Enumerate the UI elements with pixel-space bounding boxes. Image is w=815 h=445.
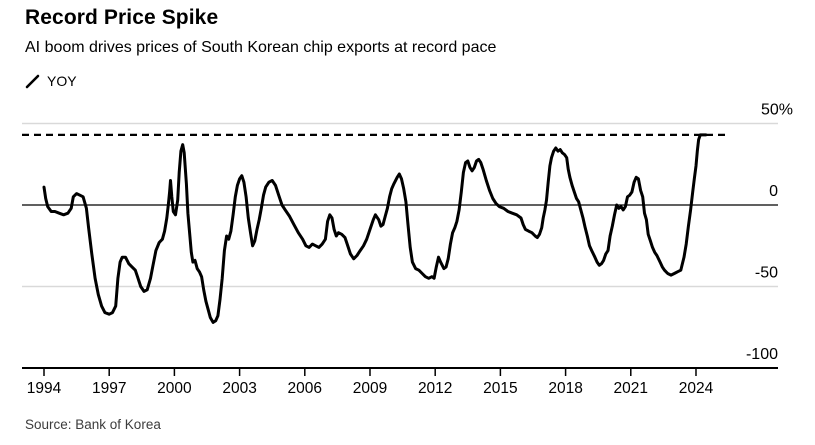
x-tick-label: 2018 (548, 380, 582, 397)
x-tick-label: 2003 (222, 380, 256, 397)
x-axis: 1994 1997 2000 2003 2006 2009 2012 2015 2018 2021… (27, 368, 714, 397)
x-tick-label: 2012 (418, 380, 452, 397)
gridlines (22, 122, 778, 369)
legend-label: YOY (47, 73, 77, 89)
x-tick-label: 2000 (157, 380, 192, 397)
y-tick-label: -50 (755, 265, 778, 282)
y-tick-label: -100 (746, 346, 778, 363)
yoy-series-line (42, 133, 708, 324)
y-tick-label: 50% (761, 102, 793, 119)
x-tick-label: 2015 (483, 380, 517, 397)
yoy-line-chart: 1994 1997 2000 2003 2006 2009 2012 2015 2018 2021… (22, 102, 793, 397)
chart-title: Record Price Spike (25, 6, 219, 29)
legend: YOY (25, 73, 77, 89)
x-tick-label: 2009 (353, 380, 387, 397)
x-tick-label: 1994 (27, 380, 62, 397)
x-tick-label: 2021 (614, 380, 648, 397)
source-text: Source: Bank of Korea (25, 417, 161, 432)
y-tick-label: 0 (769, 183, 778, 200)
chart-subtitle: AI boom drives prices of South Korean ch… (25, 39, 497, 56)
y-axis-labels: 50% 0 -50 -100 (746, 102, 793, 364)
x-tick-label: 1997 (92, 380, 126, 397)
x-tick-label: 2024 (679, 380, 714, 397)
x-tick-label: 2006 (288, 380, 322, 397)
slash-line-icon (25, 74, 40, 88)
